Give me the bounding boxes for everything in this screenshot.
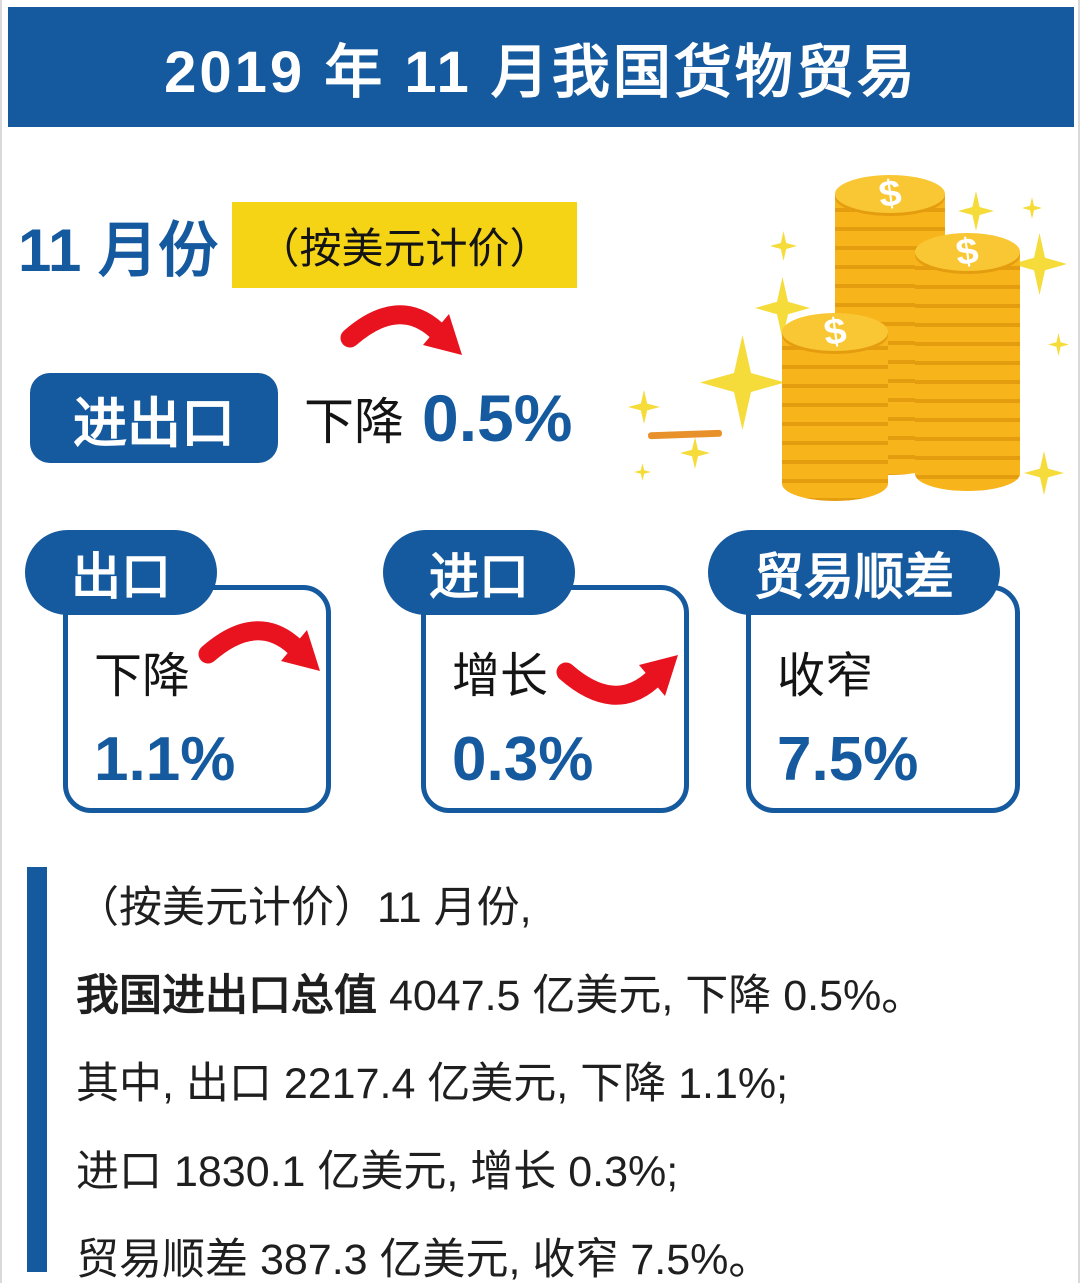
paragraph-line: （按美元计价）11 月份, (76, 884, 532, 932)
import-export-badge: 进出口 (30, 373, 278, 463)
coin-top: $ (835, 171, 945, 216)
export-value: 1.1% (94, 725, 236, 794)
import-direction: 增长 (452, 650, 549, 703)
dash-accent (647, 429, 723, 440)
sparkle-icon (700, 335, 785, 430)
arrow-down-icon (198, 621, 321, 671)
surplus-card: 收窄 7.5% 贸易顺差 (708, 530, 1020, 815)
paragraph-line: 其中, 出口 2217.4 亿美元, 下降 1.1%; (76, 1060, 789, 1108)
coin-stack-illustration: $ $ $ (620, 145, 1080, 520)
export-card: 下降 1.1% 出口 (25, 530, 331, 815)
dollar-sign: $ (953, 229, 982, 274)
paragraph-line: 进口 1830.1 亿美元, 增长 0.3%; (76, 1148, 679, 1196)
import-value: 0.3% (452, 725, 594, 794)
import-card: 增长 0.3% 进口 (383, 530, 690, 815)
sparkle-icon (770, 231, 797, 261)
import-card-body: 增长 0.3% (421, 585, 689, 813)
sparkle-icon (1022, 197, 1042, 219)
sparkle-icon (1048, 333, 1069, 356)
coin-top: $ (915, 229, 1020, 274)
summary-paragraph: （按美元计价）11 月份, 我国进出口总值 4047.5 亿美元, 下降 0.5… (76, 864, 1066, 1283)
paragraph-bold-segment: 我国进出口总值 (76, 972, 377, 1020)
sparkle-icon (680, 437, 710, 469)
coin-stack-right (915, 251, 1020, 491)
sparkle-icon (958, 191, 994, 231)
surplus-value: 7.5% (777, 725, 919, 794)
left-edge-border (0, 0, 2, 1283)
summary-value: 0.5% (422, 381, 573, 455)
header-banner: 2019 年 11 月我国货物贸易 (8, 7, 1074, 127)
surplus-card-body: 收窄 7.5% (746, 585, 1020, 813)
summary-direction: 下降 (304, 394, 404, 450)
export-card-body: 下降 1.1% (63, 585, 331, 813)
paragraph-accent-bar (27, 867, 47, 1272)
sparkle-icon (628, 390, 660, 424)
arrow-down-icon (340, 305, 462, 355)
arrow-up-icon (556, 655, 679, 705)
paragraph-line: 贸易顺差 387.3 亿美元, 收窄 7.5%。 (76, 1236, 772, 1283)
coin-stack-front (782, 331, 888, 501)
surplus-badge: 贸易顺差 (708, 530, 1000, 615)
import-export-summary: 进出口 下降 0.5% (30, 373, 572, 463)
sparkle-icon (634, 463, 651, 481)
dollar-sign: $ (876, 171, 904, 216)
dollar-sign: $ (821, 309, 849, 354)
paragraph-line: 我国进出口总值 4047.5 亿美元, 下降 0.5%。 (76, 952, 1066, 1040)
usd-note-badge: （按美元计价） (232, 202, 577, 288)
coin-top: $ (782, 309, 888, 354)
export-badge: 出口 (25, 530, 217, 615)
right-edge-border (1078, 0, 1080, 1283)
paragraph-rest-segment: 4047.5 亿美元, 下降 0.5%。 (377, 972, 925, 1020)
sparkle-icon (1012, 233, 1067, 295)
surplus-direction: 收窄 (777, 650, 874, 703)
export-direction: 下降 (94, 650, 191, 703)
sparkle-icon (1024, 451, 1064, 495)
import-badge: 进口 (383, 530, 575, 615)
page-title: 2019 年 11 月我国货物贸易 (164, 40, 918, 105)
month-label: 11 月份 (18, 217, 219, 284)
